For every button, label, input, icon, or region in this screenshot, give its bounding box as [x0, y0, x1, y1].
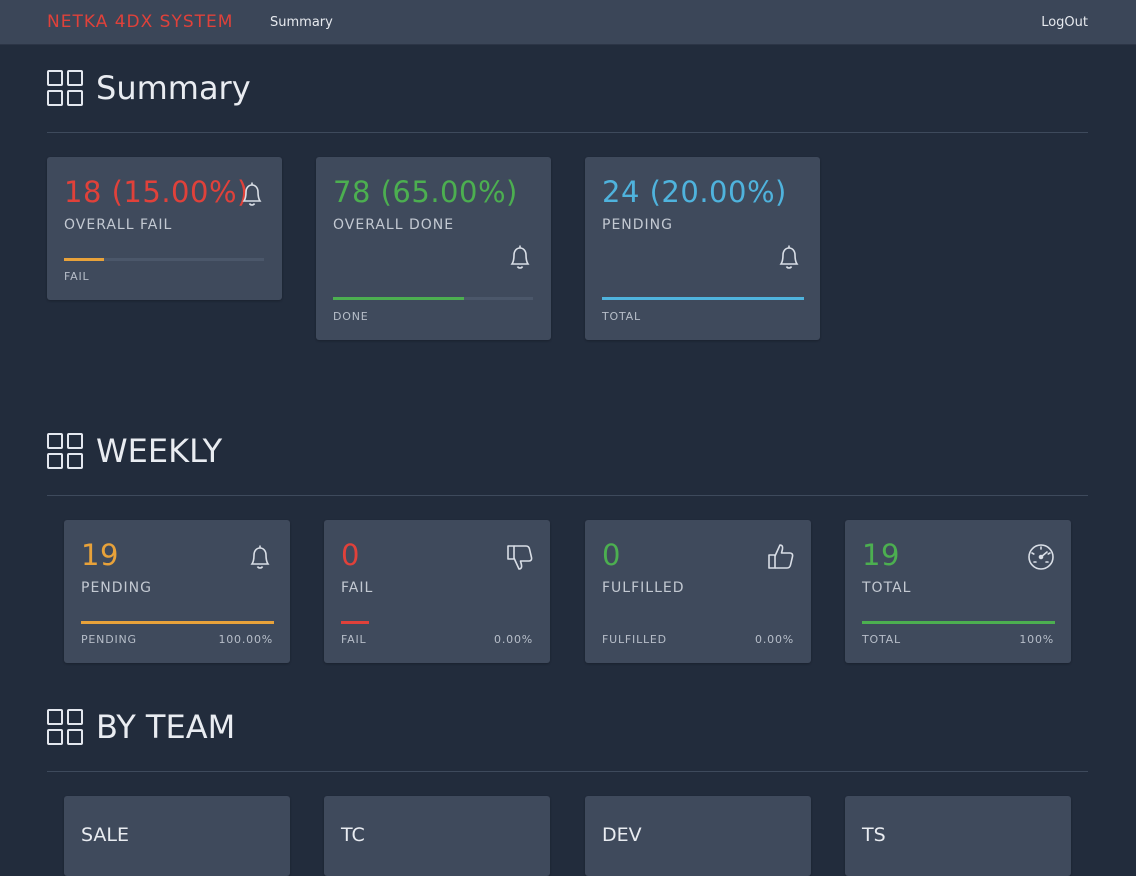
card-label: PENDING: [602, 217, 673, 233]
progress-track: [81, 621, 274, 624]
thumbs-up-icon: [766, 542, 796, 572]
card-value: 0: [602, 538, 621, 572]
grid-icon: [47, 433, 83, 469]
summary-card-pending: 24 (20.00%) PENDING TOTAL: [585, 157, 820, 340]
card-label: OVERALL DONE: [333, 217, 455, 233]
progress-track: [333, 297, 533, 300]
card-foot-percent: 100%: [1019, 633, 1054, 646]
card-label: FAIL: [341, 580, 374, 596]
progress-track: [341, 621, 534, 624]
card-value: 19: [862, 538, 900, 572]
team-card-ts[interactable]: TS: [845, 796, 1071, 876]
weekly-section-header: WEEKLY: [47, 433, 1088, 493]
card-foot-label: FULFILLED: [602, 633, 667, 646]
logout-link[interactable]: LogOut: [1041, 15, 1088, 30]
weekly-card-fail: 0 FAIL FAIL 0.00%: [324, 520, 550, 663]
section-title-weekly: WEEKLY: [96, 432, 223, 470]
divider: [47, 771, 1088, 772]
card-foot-percent: 100.00%: [218, 633, 273, 646]
card-value: 24 (20.00%): [602, 175, 787, 209]
card-foot-label: TOTAL: [602, 310, 641, 323]
progress-fill: [862, 621, 1055, 624]
weekly-card-fulfilled: 0 FULFILLED FULFILLED 0.00%: [585, 520, 811, 663]
card-value: 0: [341, 538, 360, 572]
summary-section-header: Summary: [47, 70, 1088, 130]
card-foot-percent: 0.00%: [755, 633, 794, 646]
team-card-dev[interactable]: DEV: [585, 796, 811, 876]
team-card-sale[interactable]: SALE: [64, 796, 290, 876]
summary-card-overall-fail: 18 (15.00%) OVERALL FAIL FAIL: [47, 157, 282, 300]
grid-icon: [47, 709, 83, 745]
progress-fill: [64, 258, 104, 261]
speedometer-icon: [1026, 542, 1056, 572]
thumbs-down-icon: [505, 542, 535, 572]
card-foot-percent: 0.00%: [494, 633, 533, 646]
progress-fill: [81, 621, 274, 624]
card-foot-label: PENDING: [81, 633, 137, 646]
divider: [47, 495, 1088, 496]
team-name: DEV: [602, 824, 642, 846]
card-foot-label: FAIL: [64, 270, 90, 283]
card-label: FULFILLED: [602, 580, 685, 596]
card-value: 18 (15.00%): [64, 175, 249, 209]
progress-track: [862, 621, 1055, 624]
bell-icon: [774, 242, 804, 272]
team-name: SALE: [81, 824, 130, 846]
progress-fill: [602, 297, 804, 300]
progress-fill: [341, 621, 369, 624]
weekly-card-pending: 19 PENDING PENDING 100.00%: [64, 520, 290, 663]
progress-track: [602, 297, 804, 300]
top-navbar: NETKA 4DX SYSTEM Summary LogOut: [0, 0, 1136, 45]
progress-fill: [333, 297, 464, 300]
summary-card-overall-done: 78 (65.00%) OVERALL DONE DONE: [316, 157, 551, 340]
team-name: TS: [862, 824, 886, 846]
card-foot-label: TOTAL: [862, 633, 901, 646]
card-label: PENDING: [81, 580, 152, 596]
brand-title[interactable]: NETKA 4DX SYSTEM: [47, 12, 234, 32]
card-foot-label: FAIL: [341, 633, 367, 646]
divider: [47, 132, 1088, 133]
card-value: 19: [81, 538, 119, 572]
team-card-tc[interactable]: TC: [324, 796, 550, 876]
card-label: TOTAL: [862, 580, 912, 596]
nav-summary-link[interactable]: Summary: [270, 15, 333, 30]
grid-icon: [47, 70, 83, 106]
weekly-card-total: 19 TOTAL TOTAL 100%: [845, 520, 1071, 663]
bell-icon: [505, 242, 535, 272]
progress-track: [64, 258, 264, 261]
bell-icon: [245, 542, 275, 572]
by-team-section-header: BY TEAM: [47, 709, 1088, 769]
bell-icon: [237, 179, 267, 209]
card-label: OVERALL FAIL: [64, 217, 173, 233]
section-title-summary: Summary: [96, 69, 251, 107]
section-title-by-team: BY TEAM: [96, 708, 236, 746]
team-name: TC: [341, 824, 365, 846]
card-value: 78 (65.00%): [333, 175, 518, 209]
card-foot-label: DONE: [333, 310, 369, 323]
